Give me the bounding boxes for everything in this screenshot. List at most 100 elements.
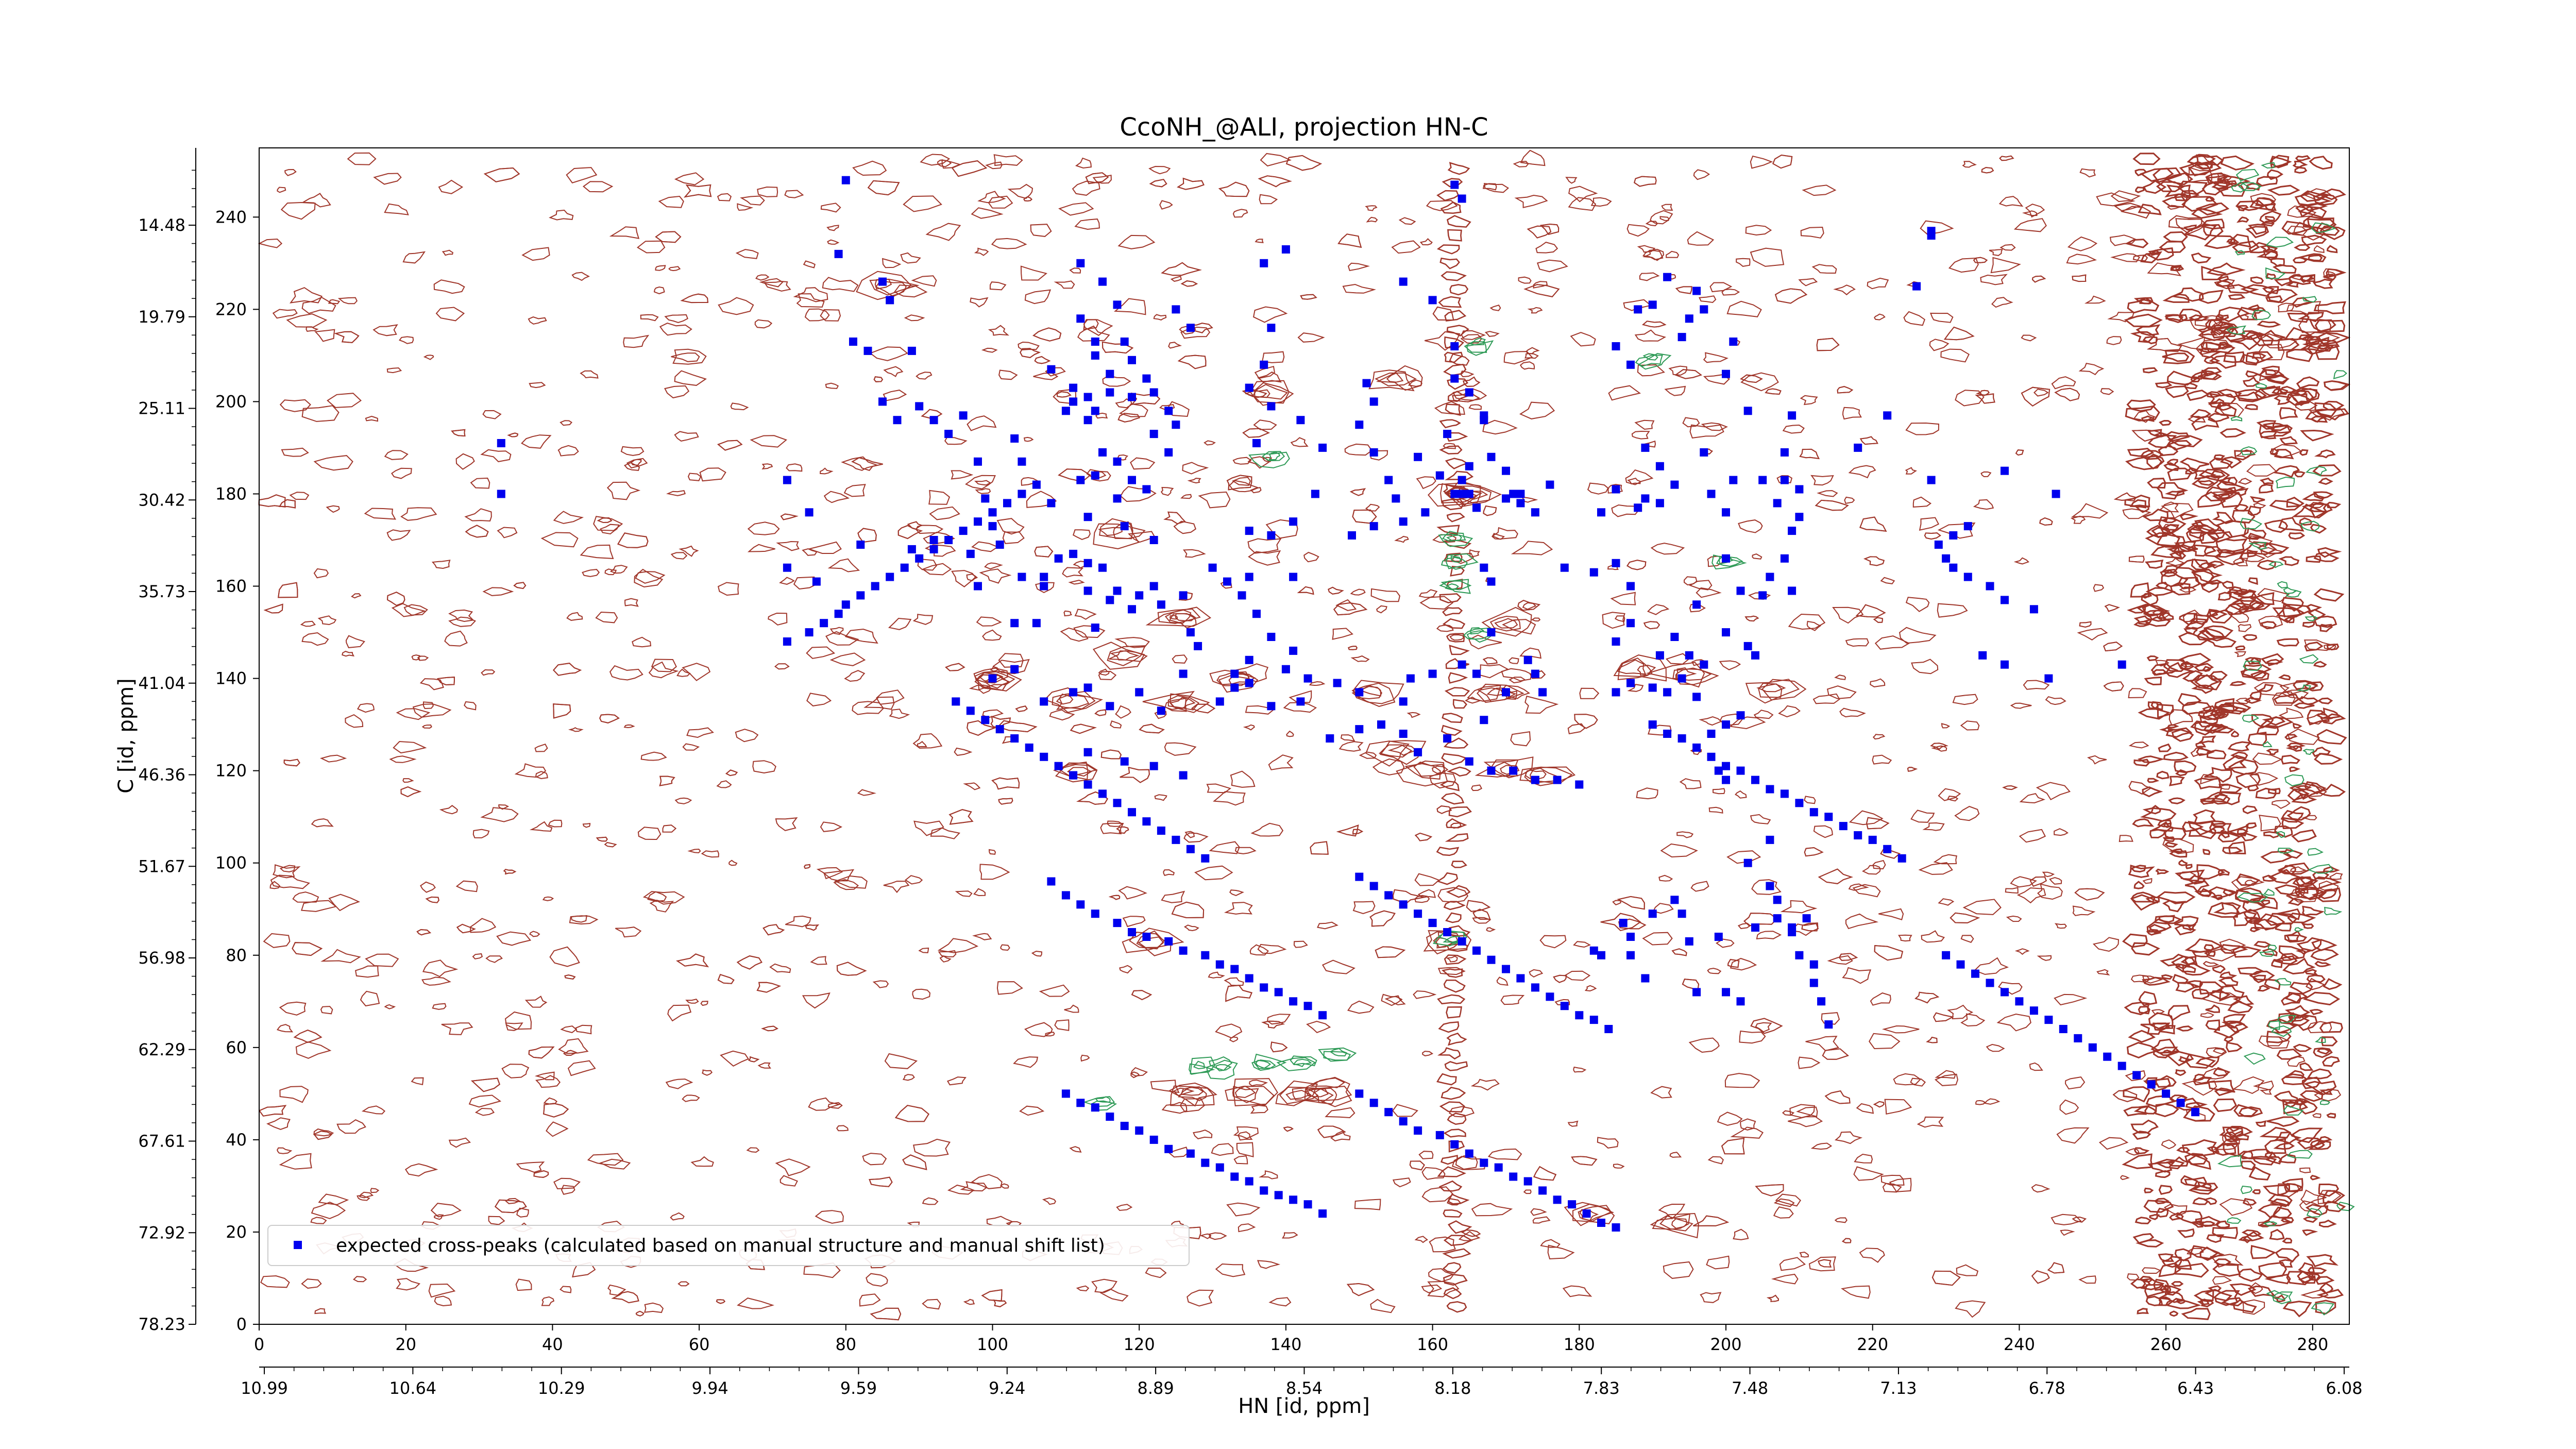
cross-peak-marker <box>1003 499 1011 508</box>
contour-line <box>2132 818 2155 828</box>
contour-line <box>1652 1213 1691 1230</box>
contour-line <box>2176 1299 2186 1304</box>
contour-line <box>2237 391 2265 402</box>
ppm-y-tick-label: 78.23 <box>138 1315 185 1334</box>
contour-line <box>951 160 988 177</box>
cross-peak-marker <box>1597 508 1605 517</box>
contour-line <box>2205 1004 2221 1013</box>
cross-peak-marker <box>1406 674 1415 683</box>
cross-peak-marker <box>1487 766 1496 775</box>
contour-line <box>1468 634 1502 650</box>
contour-line <box>1527 307 1543 314</box>
contour-line <box>2333 370 2347 379</box>
cross-peak-marker <box>1245 572 1253 581</box>
contour-line <box>2198 290 2224 304</box>
cross-peak-marker <box>841 176 850 184</box>
contour-line <box>582 822 591 828</box>
contour-line <box>2200 1299 2214 1308</box>
contour-line <box>2274 278 2294 287</box>
contour-line <box>2145 532 2180 547</box>
contour-line <box>1838 953 1858 961</box>
contour-line <box>998 798 1013 805</box>
contour-line <box>2313 551 2340 562</box>
contour-line <box>922 1197 939 1205</box>
contour-line <box>2051 376 2076 390</box>
contour-line <box>2147 434 2177 449</box>
contour-line <box>1708 806 1723 814</box>
contour-line <box>1905 597 1930 612</box>
contour-line <box>2219 971 2238 979</box>
contour-line <box>402 251 426 264</box>
contour-line <box>2309 1009 2324 1015</box>
contour-line <box>677 1281 690 1287</box>
contour-line <box>912 988 931 1000</box>
y-tick-label: 200 <box>215 392 247 411</box>
cross-peak-marker <box>1164 407 1173 415</box>
contour-line <box>1637 664 1656 676</box>
cross-peak-marker <box>1120 757 1129 766</box>
contour-line <box>2309 876 2342 890</box>
contour-line <box>1243 724 1255 731</box>
contour-line <box>2079 168 2096 178</box>
cross-peak-marker <box>1083 683 1092 692</box>
contour-line <box>664 385 690 399</box>
cross-peak-marker <box>856 541 865 549</box>
contour-line <box>1815 499 1849 511</box>
contour-line <box>1664 385 1686 396</box>
contour-line <box>1973 257 1988 263</box>
cross-peak-marker <box>1435 1131 1444 1139</box>
contour-line <box>2255 1120 2267 1127</box>
contour-line <box>2279 1259 2293 1268</box>
contour-line <box>1613 1164 1625 1169</box>
contour-line <box>1208 971 1225 979</box>
contour-line <box>2033 389 2049 397</box>
contour-line <box>902 1154 927 1170</box>
contour-line <box>2192 1197 2209 1205</box>
contour-line <box>2191 475 2221 490</box>
contour-line <box>433 279 465 294</box>
contour-line <box>1261 451 1285 462</box>
cross-peak-marker <box>1333 679 1342 687</box>
contour-line <box>1975 393 1995 404</box>
contour-line <box>2292 503 2328 519</box>
cross-peak-marker <box>1223 577 1231 586</box>
contour-line <box>2200 582 2219 593</box>
contour-line <box>1975 1100 1986 1105</box>
contour-line <box>2201 991 2242 1006</box>
contour-line <box>1647 604 1670 615</box>
cross-peak-marker <box>995 725 1004 734</box>
cross-peak-marker <box>1083 513 1092 521</box>
cross-peak-marker <box>1194 642 1202 650</box>
contour-line <box>805 924 820 931</box>
cross-peak-marker <box>497 439 505 447</box>
contour-line <box>883 366 904 377</box>
cross-peak-marker <box>1575 780 1584 789</box>
cross-peak-marker <box>1568 1200 1577 1209</box>
contour-line <box>2202 1183 2212 1189</box>
contour-line <box>2113 492 2137 502</box>
contour-line <box>1218 673 1259 693</box>
contour-line <box>2173 1259 2192 1270</box>
contour-line <box>2166 370 2198 386</box>
contour-line <box>716 1299 726 1304</box>
contour-line <box>2276 604 2306 618</box>
contour-line <box>827 239 840 245</box>
contour-line <box>1610 592 1636 605</box>
contour-line <box>393 740 427 754</box>
contour-line <box>2215 280 2233 287</box>
contour-line <box>1130 1067 1148 1077</box>
contour-line <box>334 331 360 343</box>
cross-peak-marker <box>1414 452 1422 461</box>
contour-line <box>569 915 599 925</box>
contour-line <box>2240 284 2275 297</box>
contour-line <box>1447 766 1471 777</box>
cross-peak-marker <box>1663 688 1672 697</box>
contour-line <box>2230 730 2240 737</box>
contour-line <box>670 1212 685 1221</box>
contour-line <box>1740 1118 1756 1131</box>
contour-line <box>2319 1021 2343 1033</box>
contour-line <box>2285 590 2302 598</box>
contour-line <box>1148 165 1171 175</box>
contour-line <box>2166 459 2178 466</box>
contour-line <box>2213 1098 2238 1113</box>
